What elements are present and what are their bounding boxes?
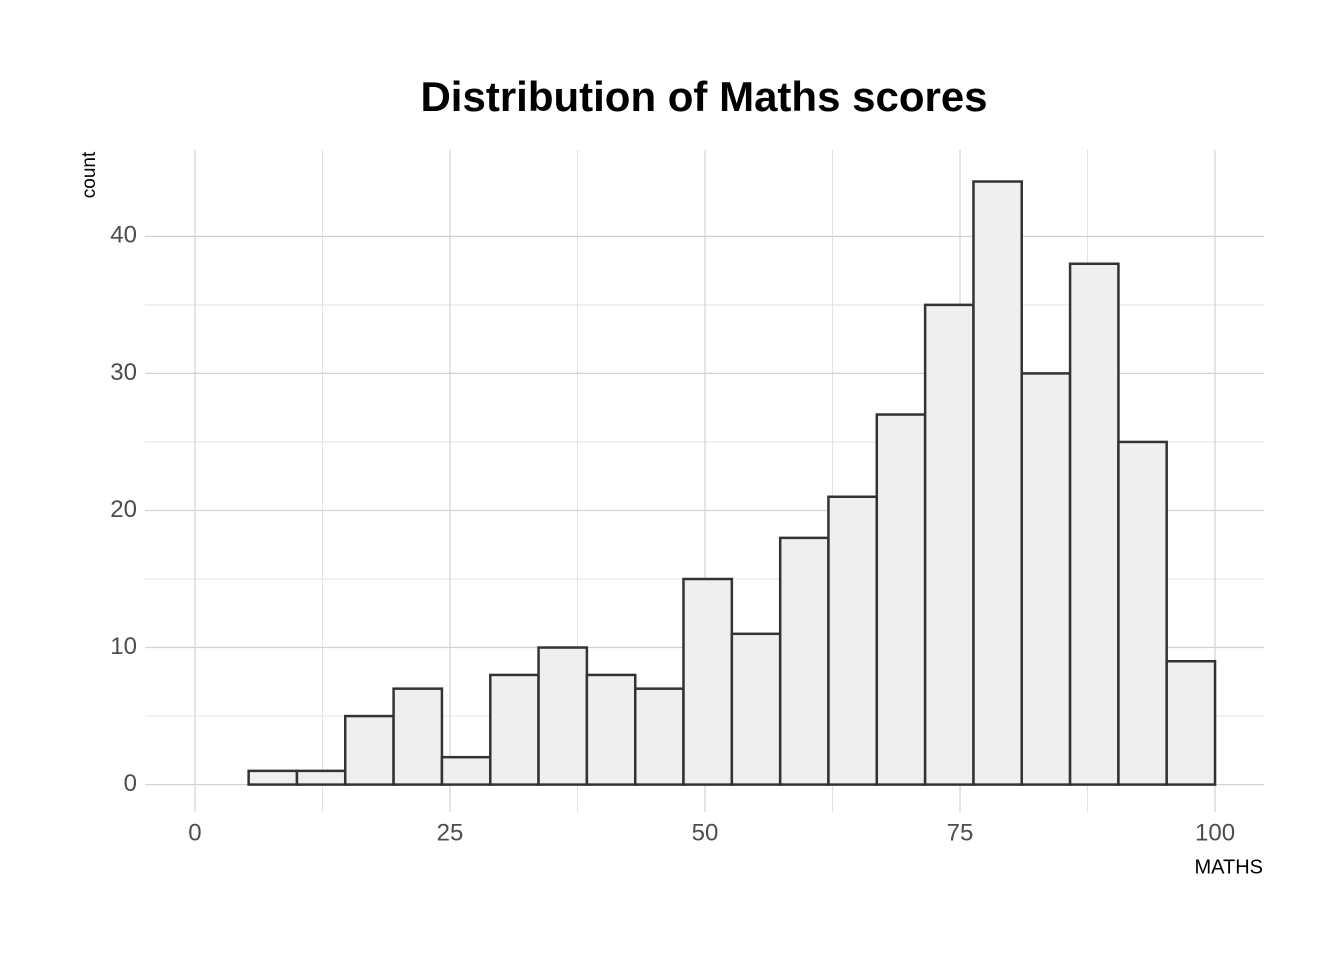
- bar: [730, 632, 782, 786]
- x-tick-label: 75: [947, 819, 974, 846]
- bar: [682, 577, 734, 786]
- x-tick-label: 0: [188, 819, 201, 846]
- bar: [875, 413, 927, 786]
- bar: [1117, 440, 1168, 786]
- bar: [343, 714, 395, 786]
- bar: [1165, 659, 1217, 786]
- bar: [392, 687, 444, 786]
- bar: [778, 536, 830, 786]
- x-tick-label: 100: [1195, 819, 1235, 846]
- bar: [827, 495, 879, 786]
- bar: [972, 180, 1023, 786]
- bar: [247, 769, 299, 786]
- x-tick-label: 50: [692, 819, 719, 846]
- y-tick-label: 20: [110, 496, 137, 523]
- bar: [1020, 372, 1072, 786]
- bar: [537, 646, 589, 786]
- bar: [633, 687, 685, 786]
- bar: [923, 303, 975, 786]
- x-axis-label: MATHS: [1194, 856, 1263, 878]
- y-tick-label: 0: [124, 770, 137, 797]
- bar: [585, 673, 637, 786]
- y-tick-label: 30: [110, 359, 137, 386]
- bar: [295, 769, 347, 786]
- chart-title: Distribution of Maths scores: [420, 73, 987, 120]
- y-axis-label: count: [79, 151, 100, 198]
- y-tick-label: 40: [110, 222, 137, 249]
- x-tick-label: 25: [437, 819, 464, 846]
- bar: [489, 673, 540, 786]
- bar: [1068, 262, 1120, 786]
- y-tick-label: 10: [110, 633, 137, 660]
- bar: [440, 755, 492, 786]
